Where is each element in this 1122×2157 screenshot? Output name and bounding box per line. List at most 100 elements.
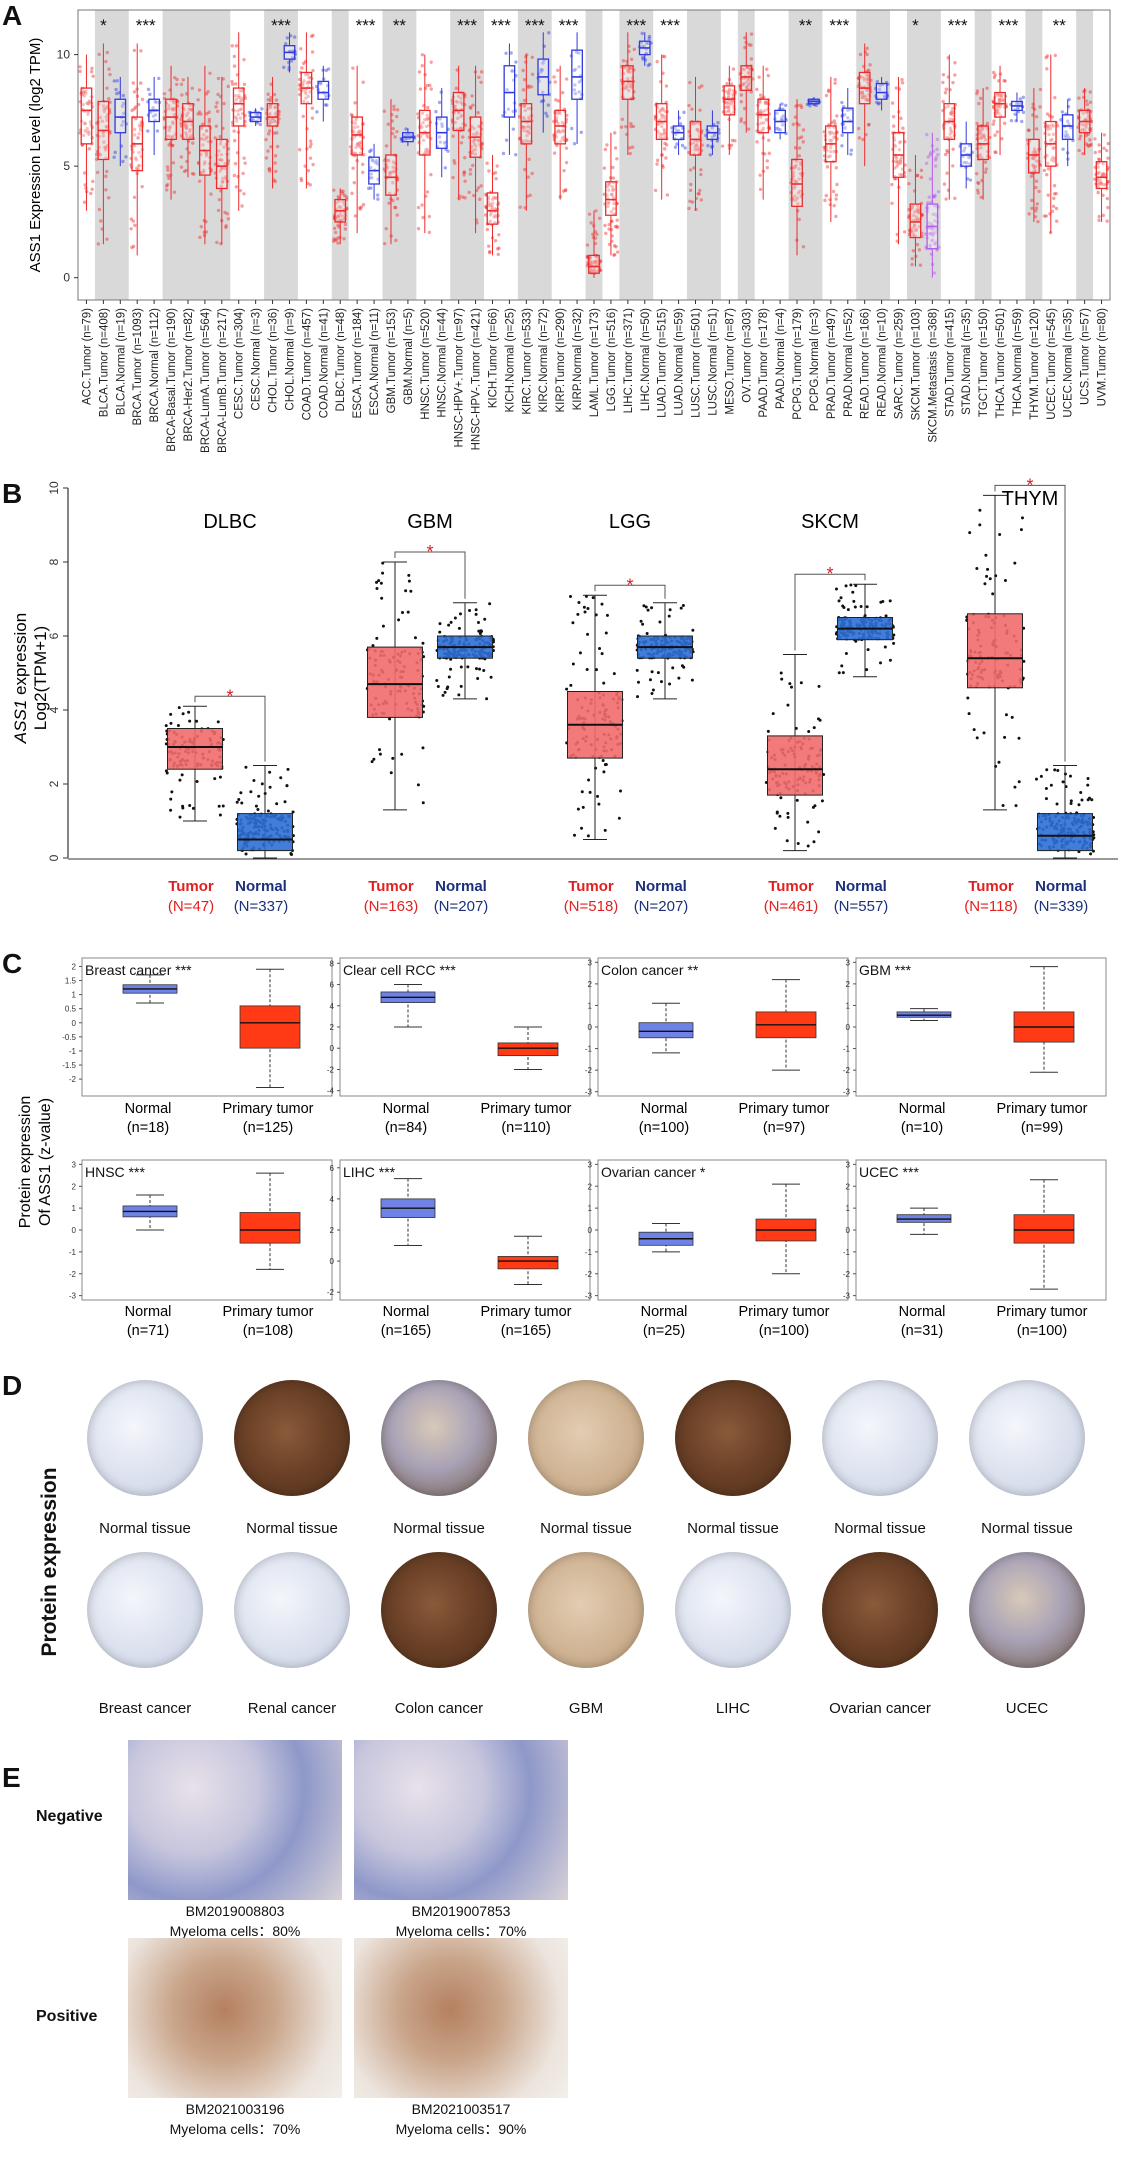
panel-a-point	[665, 193, 670, 197]
panel-a-point	[134, 117, 138, 121]
panel-a-point	[864, 88, 869, 92]
panel-a-point	[1077, 137, 1082, 141]
panel-a-point	[306, 169, 311, 173]
tissue-core-image	[675, 1380, 791, 1496]
panel-a-point	[421, 121, 425, 125]
panel-a-point	[472, 137, 477, 142]
panel-a-point	[595, 269, 600, 273]
panel-a-point	[434, 109, 438, 114]
panel-a-point	[797, 167, 801, 171]
panel-a-point	[759, 115, 763, 119]
panel-b-point	[844, 652, 848, 656]
panel-a-point	[105, 169, 109, 174]
panel-a-point	[140, 97, 145, 102]
panel-b-point	[888, 599, 892, 603]
panel-a-point	[234, 119, 239, 123]
panel-a-point	[504, 51, 508, 56]
panel-b-point	[984, 553, 988, 557]
panel-a-point	[1032, 147, 1037, 151]
panel-a-point	[833, 77, 837, 82]
panel-a-point	[472, 126, 476, 131]
panel-a-band	[906, 10, 941, 300]
panel-a-point	[995, 93, 1000, 97]
panel-a-point	[232, 173, 237, 178]
panel-a-point	[985, 121, 990, 126]
panel-a-point	[473, 147, 477, 152]
panel-a-point	[1061, 147, 1065, 151]
panel-a-point	[698, 108, 702, 112]
panel-a-point	[88, 100, 92, 104]
panel-a-box	[486, 192, 499, 225]
panel-a-point	[185, 123, 189, 127]
panel-e-ihc-grid: Negative Positive BM2019008803 Myeloma ce…	[0, 1740, 1122, 2157]
panel-b-point	[605, 613, 609, 617]
panel-a-point	[164, 184, 169, 188]
panel-a-point	[745, 85, 749, 89]
panel-a-point	[324, 95, 328, 100]
panel-a-point	[730, 101, 734, 105]
panel-b-point	[580, 826, 584, 830]
panel-b-point	[1020, 516, 1024, 520]
panel-b-point	[978, 523, 982, 527]
panel-b-point	[972, 728, 976, 732]
panel-a-box	[554, 109, 567, 145]
panel-a-point	[166, 168, 170, 172]
panel-b-point	[443, 690, 447, 694]
panel-a-point	[778, 128, 783, 132]
panel-b-point	[488, 602, 492, 606]
panel-b-group-title: DLBC	[203, 511, 256, 533]
panel-a-point	[267, 129, 272, 133]
panel-a-point	[299, 47, 303, 51]
panel-e-row-label-positive: Positive	[36, 2008, 98, 2025]
panel-a-point	[979, 136, 983, 141]
panel-a-point	[865, 52, 869, 57]
panel-a-point	[795, 209, 800, 213]
panel-b-point	[441, 693, 445, 697]
panel-b-point	[474, 612, 478, 616]
panel-a-point	[727, 93, 731, 97]
panel-a-point	[943, 152, 948, 157]
panel-a-point	[101, 134, 106, 138]
panel-a-point	[1033, 149, 1037, 153]
panel-a-point	[341, 189, 345, 193]
panel-a-point	[953, 61, 957, 65]
panel-a-point	[949, 110, 954, 115]
panel-a-point	[846, 116, 850, 120]
panel-a-point	[930, 227, 935, 232]
panel-a-letter: A	[2, 0, 23, 31]
panel-c-ylabel2: Of ASS1 (z-value)	[37, 1098, 54, 1226]
panel-a-point	[81, 102, 85, 107]
panel-a-point	[1050, 115, 1054, 119]
panel-a-point	[524, 139, 528, 143]
panel-a-point	[797, 154, 802, 158]
panel-a-point	[333, 238, 337, 242]
panel-b-point	[289, 852, 293, 856]
panel-a-point	[287, 60, 291, 65]
panel-a-point	[624, 84, 629, 88]
panel-a-point	[1099, 182, 1103, 186]
panel-a-point	[1093, 150, 1097, 155]
panel-a-point	[351, 166, 355, 170]
panel-a-xlabel: READ.Normal (n=10)	[877, 308, 889, 417]
panel-a-sig: ***	[136, 16, 156, 35]
panel-a-point	[1045, 54, 1050, 58]
panel-a-sig: *	[912, 16, 919, 35]
panel-a-point	[656, 129, 660, 134]
panel-c-ytick-label: 3	[846, 958, 851, 967]
panel-a-point	[137, 151, 141, 155]
panel-a-point	[916, 218, 921, 222]
panel-b-point	[1013, 561, 1017, 565]
panel-a-point	[861, 76, 866, 80]
panel-a-point	[744, 87, 749, 91]
panel-a-point	[763, 108, 767, 113]
panel-a-point	[699, 168, 703, 172]
panel-a-point	[899, 155, 904, 159]
panel-a-box	[841, 107, 854, 134]
panel-a-point	[774, 126, 779, 131]
panel-a-point	[421, 138, 426, 142]
panel-c-xlabel: Primary tumor	[480, 1304, 571, 1320]
panel-a-xlabel: HNSC.Normal (n=44)	[437, 308, 449, 418]
panel-a-point	[1052, 192, 1057, 196]
panel-c-title: LIHC ***	[343, 1164, 396, 1180]
panel-b-point	[807, 729, 811, 733]
